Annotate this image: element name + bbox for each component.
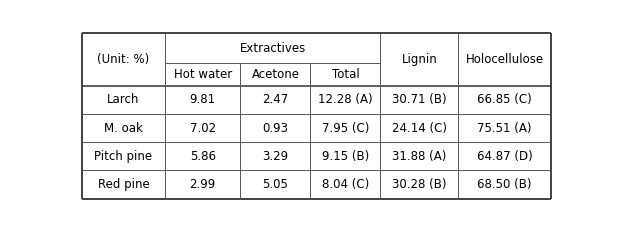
Text: 30.71 (B): 30.71 (B)	[392, 93, 447, 106]
Text: 7.95 (C): 7.95 (C)	[321, 122, 369, 135]
Text: Acetone: Acetone	[251, 68, 299, 81]
Text: M. oak: M. oak	[104, 122, 143, 135]
Text: 0.93: 0.93	[262, 122, 288, 135]
Text: Larch: Larch	[107, 93, 139, 106]
Text: 12.28 (A): 12.28 (A)	[318, 93, 373, 106]
Text: 9.15 (B): 9.15 (B)	[322, 150, 369, 163]
Text: 5.86: 5.86	[190, 150, 216, 163]
Text: 30.28 (B): 30.28 (B)	[392, 178, 447, 191]
Text: Holocellulose: Holocellulose	[465, 53, 544, 66]
Text: Lignin: Lignin	[402, 53, 437, 66]
Text: 31.88 (A): 31.88 (A)	[392, 150, 447, 163]
Text: 68.50 (B): 68.50 (B)	[477, 178, 532, 191]
Text: 64.87 (D): 64.87 (D)	[476, 150, 532, 163]
Text: Pitch pine: Pitch pine	[94, 150, 152, 163]
Text: 2.99: 2.99	[189, 178, 216, 191]
Text: 2.47: 2.47	[262, 93, 289, 106]
Text: 66.85 (C): 66.85 (C)	[477, 93, 532, 106]
Text: 9.81: 9.81	[189, 93, 216, 106]
Text: Red pine: Red pine	[97, 178, 149, 191]
Text: 7.02: 7.02	[189, 122, 216, 135]
Text: 24.14 (C): 24.14 (C)	[392, 122, 447, 135]
Text: Extractives: Extractives	[239, 42, 306, 55]
Text: 3.29: 3.29	[262, 150, 289, 163]
Text: Total: Total	[331, 68, 359, 81]
Text: 8.04 (C): 8.04 (C)	[322, 178, 369, 191]
Text: (Unit: %): (Unit: %)	[97, 53, 150, 66]
Text: 75.51 (A): 75.51 (A)	[477, 122, 532, 135]
Text: 5.05: 5.05	[262, 178, 288, 191]
Text: Hot water: Hot water	[173, 68, 232, 81]
